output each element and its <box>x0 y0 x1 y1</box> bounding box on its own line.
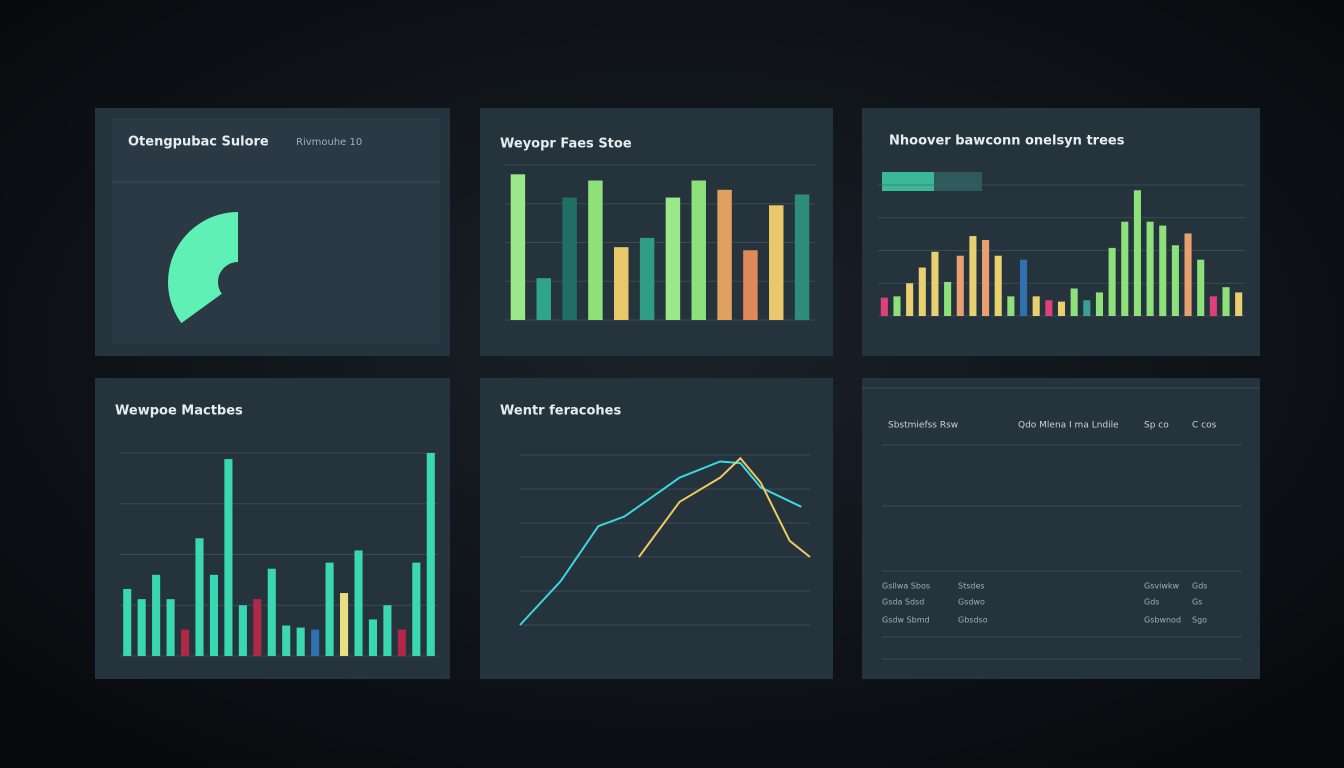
bar <box>906 283 914 316</box>
bar <box>195 538 204 656</box>
bar <box>1070 288 1078 316</box>
table-header: Sbstmiefss Rsw <box>888 421 958 431</box>
panel-title: Weyopr Faes Stoe <box>500 137 632 152</box>
bar <box>588 180 603 320</box>
table-cell: Gsdwo <box>958 598 985 607</box>
bar <box>794 194 810 320</box>
bar <box>536 278 551 320</box>
gauge-arc <box>168 212 238 324</box>
bar <box>238 605 247 656</box>
bar <box>665 197 681 320</box>
inner-panel <box>112 118 440 344</box>
bar <box>1095 292 1104 316</box>
bar <box>969 236 977 316</box>
bar <box>1209 296 1217 316</box>
table-cell: Gsda Sdsd <box>882 598 924 607</box>
bar <box>354 550 363 656</box>
bar <box>368 619 378 656</box>
bar <box>994 255 1002 316</box>
bar <box>769 205 784 320</box>
bar <box>426 453 435 656</box>
bar <box>166 599 175 656</box>
bar <box>1007 296 1015 316</box>
table-cell: Stsdes <box>958 582 985 591</box>
bar <box>639 237 655 320</box>
bar <box>296 627 305 656</box>
bar <box>1019 259 1028 316</box>
bar <box>1045 300 1053 316</box>
bar <box>1032 296 1040 316</box>
bar <box>743 250 758 320</box>
bar <box>1159 225 1167 316</box>
table-cell: Gds <box>1192 582 1207 591</box>
line-series <box>519 460 802 626</box>
table-cell: Gs <box>1192 598 1202 607</box>
bar <box>1121 221 1129 316</box>
panel <box>862 378 1260 679</box>
bar <box>1197 259 1205 316</box>
bar <box>1057 301 1066 316</box>
bar <box>325 562 334 656</box>
bar <box>717 189 732 320</box>
bar <box>412 562 421 656</box>
panel-subtitle: Rivmouhe 10 <box>296 137 362 148</box>
bar <box>944 281 952 316</box>
bar <box>339 593 349 656</box>
bar <box>893 296 901 316</box>
bar <box>510 174 526 320</box>
bar <box>383 605 392 656</box>
bar <box>123 589 132 656</box>
bar <box>614 247 629 320</box>
bar <box>1222 287 1230 316</box>
table-header: Sp co <box>1144 421 1169 431</box>
bar <box>1146 221 1154 316</box>
bar <box>931 251 939 316</box>
table-cell: Gds <box>1144 598 1159 607</box>
bar <box>209 574 219 656</box>
panel <box>480 378 833 679</box>
table-header: C cos <box>1192 421 1217 431</box>
table-header: Qdo Mlena I ma Lndile <box>1018 421 1119 431</box>
bar <box>956 255 964 316</box>
table-cell: Gbsdso <box>958 616 988 625</box>
bar <box>562 197 577 320</box>
bar <box>982 240 990 316</box>
bar <box>918 267 926 316</box>
table-cell: Sgo <box>1192 616 1207 625</box>
bar <box>1235 292 1243 316</box>
bar <box>880 297 888 316</box>
table-cell: Gsviwkw <box>1144 582 1180 591</box>
table-cell: Gsbwnod <box>1144 616 1181 625</box>
bar <box>282 625 291 656</box>
bar <box>137 599 146 656</box>
bar <box>224 459 233 656</box>
bar <box>253 599 262 656</box>
bar <box>691 180 706 320</box>
progress-fill <box>882 172 934 191</box>
panel-title: Wewpoe Mactbes <box>115 404 243 419</box>
bar <box>1171 245 1179 316</box>
bar <box>1184 233 1192 316</box>
panel-title: Wentr feracohes <box>500 404 621 419</box>
bar <box>1083 300 1091 316</box>
line-series <box>638 456 811 558</box>
bar <box>1108 247 1116 316</box>
bar <box>180 629 190 656</box>
table-cell: Gsdw Sbmd <box>882 616 930 625</box>
bar <box>1133 190 1141 316</box>
panel-title: Nhoover bawconn onelsyn trees <box>889 134 1125 149</box>
bar <box>311 629 320 656</box>
table-cell: Gsllwa Sbos <box>882 582 930 591</box>
panel-title: Otengpubac Sulore <box>128 135 269 150</box>
bar <box>267 568 276 656</box>
bar <box>152 574 161 656</box>
bar <box>397 629 406 656</box>
grid <box>112 181 1260 389</box>
